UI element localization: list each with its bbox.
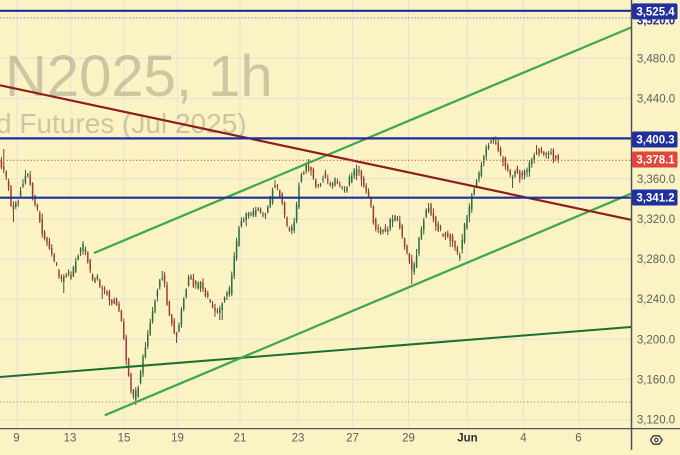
svg-text:3,520.0: 3,520.0 xyxy=(637,16,675,28)
svg-text:19: 19 xyxy=(171,433,184,445)
svg-text:3,341.2: 3,341.2 xyxy=(636,193,674,205)
svg-text:3,160.0: 3,160.0 xyxy=(637,375,675,387)
svg-text:23: 23 xyxy=(292,433,305,445)
svg-text:3,280.0: 3,280.0 xyxy=(637,254,675,266)
svg-text:6: 6 xyxy=(575,433,581,445)
svg-text:4: 4 xyxy=(520,433,527,445)
svg-text:3,378.1: 3,378.1 xyxy=(636,155,675,167)
svg-text:3,480.0: 3,480.0 xyxy=(637,53,675,65)
svg-text:21: 21 xyxy=(234,433,247,445)
svg-text:3,400.3: 3,400.3 xyxy=(636,135,674,147)
svg-text:3,320.0: 3,320.0 xyxy=(637,214,675,226)
svg-text:3,240.0: 3,240.0 xyxy=(637,294,675,306)
svg-text:27: 27 xyxy=(346,433,359,445)
svg-text:3,360.0: 3,360.0 xyxy=(637,174,675,186)
svg-text:3,440.0: 3,440.0 xyxy=(637,94,675,106)
svg-text:3,200.0: 3,200.0 xyxy=(637,334,675,346)
svg-text:15: 15 xyxy=(118,433,131,445)
svg-text:3,525.4: 3,525.4 xyxy=(636,7,675,19)
svg-text:N2025, 1h: N2025, 1h xyxy=(5,44,273,109)
svg-text:d Futures (Jul 2025): d Futures (Jul 2025) xyxy=(0,108,247,139)
svg-text:9: 9 xyxy=(13,433,19,445)
svg-text:13: 13 xyxy=(64,433,77,445)
svg-text:3,120.0: 3,120.0 xyxy=(637,415,675,427)
svg-text:Jun: Jun xyxy=(457,433,477,445)
svg-text:29: 29 xyxy=(402,433,415,445)
